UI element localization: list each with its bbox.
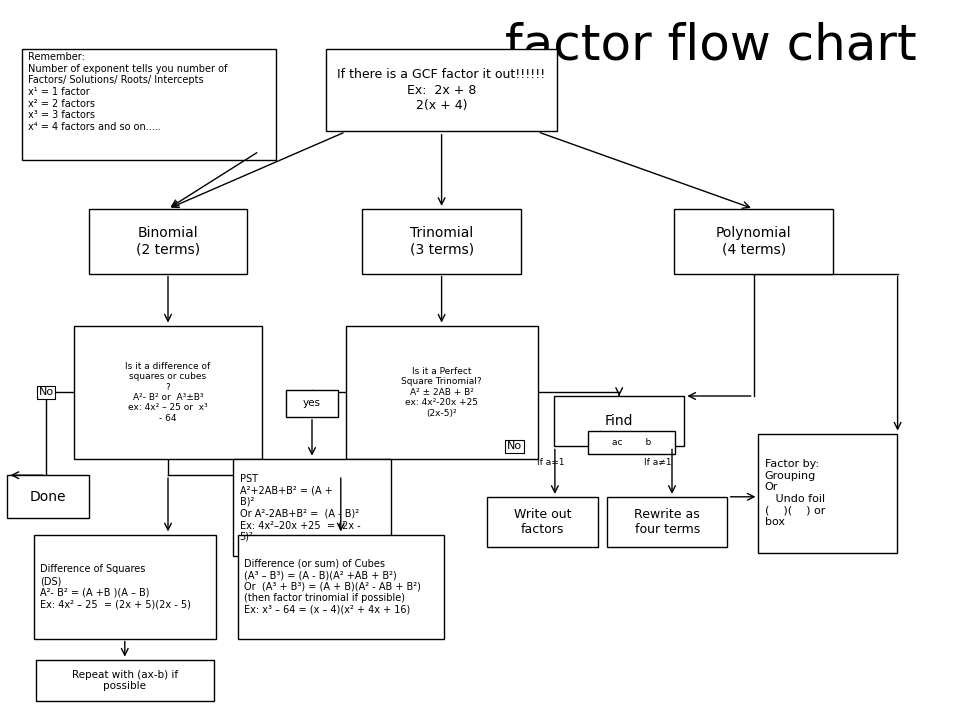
FancyBboxPatch shape <box>674 209 833 274</box>
Text: Write out
factors: Write out factors <box>514 508 571 536</box>
FancyBboxPatch shape <box>88 209 248 274</box>
Text: yes: yes <box>303 398 321 408</box>
FancyBboxPatch shape <box>346 325 538 459</box>
Text: No: No <box>507 441 522 451</box>
Text: Is it a difference of
squares or cubes
?
A²- B² or  A³±B³
ex: 4x² – 25 or  x³
- : Is it a difference of squares or cubes ?… <box>126 362 210 423</box>
Text: Remember:
Number of exponent tells you number of
Factors/ Solutions/ Roots/ Inte: Remember: Number of exponent tells you n… <box>28 53 228 132</box>
FancyBboxPatch shape <box>362 209 520 274</box>
Text: PST
A²+2AB+B² = (A +
B)²
Or A²-2AB+B² =  (A - B)²
Ex: 4x²–20x +25  = (2x -
5)²: PST A²+2AB+B² = (A + B)² Or A²-2AB+B² = … <box>240 474 360 541</box>
Text: If a≠1: If a≠1 <box>644 458 671 467</box>
Text: ac        b: ac b <box>612 438 651 447</box>
Text: Difference of Squares
(DS)
A²- B² = (A +B )(A – B)
Ex: 4x² – 25  = (2x + 5)(2x -: Difference of Squares (DS) A²- B² = (A +… <box>40 564 191 609</box>
FancyBboxPatch shape <box>21 49 276 161</box>
FancyBboxPatch shape <box>7 475 88 518</box>
Text: factor flow chart: factor flow chart <box>505 22 916 70</box>
FancyBboxPatch shape <box>588 431 675 454</box>
Text: Binomial
(2 terms): Binomial (2 terms) <box>136 226 200 256</box>
Text: Repeat with (ax-b) if
possible: Repeat with (ax-b) if possible <box>72 670 178 691</box>
FancyBboxPatch shape <box>34 534 216 639</box>
FancyBboxPatch shape <box>326 49 557 131</box>
FancyBboxPatch shape <box>238 534 444 639</box>
Text: Rewrite as
four terms: Rewrite as four terms <box>635 508 700 536</box>
Text: Find: Find <box>605 414 634 428</box>
Text: Trinomial
(3 terms): Trinomial (3 terms) <box>410 226 473 256</box>
Text: Is it a Perfect
Square Trinomial?
A² ± 2AB + B²
ex: 4x²-20x +25
(2x-5)²: Is it a Perfect Square Trinomial? A² ± 2… <box>401 367 482 418</box>
Text: Factor by:
Grouping
Or
   Undo foil
(    )(    ) or
box: Factor by: Grouping Or Undo foil ( )( ) … <box>764 459 825 527</box>
FancyBboxPatch shape <box>758 433 897 553</box>
FancyBboxPatch shape <box>286 390 338 417</box>
FancyBboxPatch shape <box>36 660 213 701</box>
Text: If a=1: If a=1 <box>538 458 564 467</box>
FancyBboxPatch shape <box>607 497 728 547</box>
Text: Polynomial
(4 terms): Polynomial (4 terms) <box>716 226 791 256</box>
FancyBboxPatch shape <box>232 459 392 556</box>
FancyBboxPatch shape <box>74 325 261 459</box>
FancyBboxPatch shape <box>487 497 597 547</box>
Text: No: No <box>38 387 54 397</box>
Text: Done: Done <box>30 490 66 504</box>
Text: If there is a GCF factor it out!!!!!!
Ex:  2x + 8
2(x + 4): If there is a GCF factor it out!!!!!! Ex… <box>338 68 545 112</box>
Text: Difference (or sum) of Cubes
(A³ – B³) = (A - B)(A² +AB + B²)
Or  (A³ + B³) = (A: Difference (or sum) of Cubes (A³ – B³) =… <box>244 559 421 615</box>
FancyBboxPatch shape <box>555 396 684 446</box>
